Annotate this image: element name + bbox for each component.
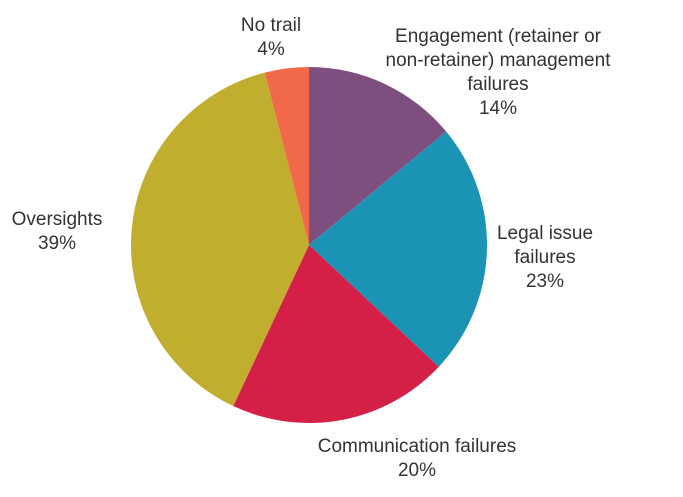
slice-percent: 23% bbox=[526, 271, 564, 292]
slice-label-line: Communication failures bbox=[318, 436, 517, 457]
pie-slices bbox=[130, 67, 488, 424]
pie-slice-1 bbox=[309, 67, 447, 245]
slice-percent: 39% bbox=[38, 233, 76, 254]
slice-label-5: No trail 4% bbox=[241, 15, 301, 60]
pie-slice-4 bbox=[130, 72, 309, 407]
slice-label-2: Legal issue failures 23% bbox=[497, 223, 593, 292]
slice-percent: 20% bbox=[398, 460, 436, 481]
slice-label-line: Legal issue bbox=[497, 223, 593, 244]
slice-label-4: Oversights 39% bbox=[12, 209, 103, 254]
slice-percent: 4% bbox=[257, 39, 285, 60]
slice-label-3: Communication failures 20% bbox=[318, 436, 517, 481]
slice-label-line: non-retainer) management bbox=[386, 50, 612, 71]
slice-label-line: failures bbox=[514, 247, 575, 268]
slice-label-line: Oversights bbox=[12, 209, 103, 230]
slice-label-1: Engagement (retainer or non-retainer) man… bbox=[386, 26, 612, 119]
slice-label-line: No trail bbox=[241, 15, 301, 36]
pie-slice-5 bbox=[264, 67, 309, 245]
pie-slice-2 bbox=[309, 131, 488, 367]
slice-label-line: failures bbox=[467, 74, 528, 95]
slice-percent: 14% bbox=[479, 98, 517, 119]
pie-slice-3 bbox=[233, 245, 439, 424]
pie-labels: Engagement (retainer or non-retainer) man… bbox=[12, 15, 612, 481]
slice-label-line: Engagement (retainer or bbox=[395, 26, 602, 47]
